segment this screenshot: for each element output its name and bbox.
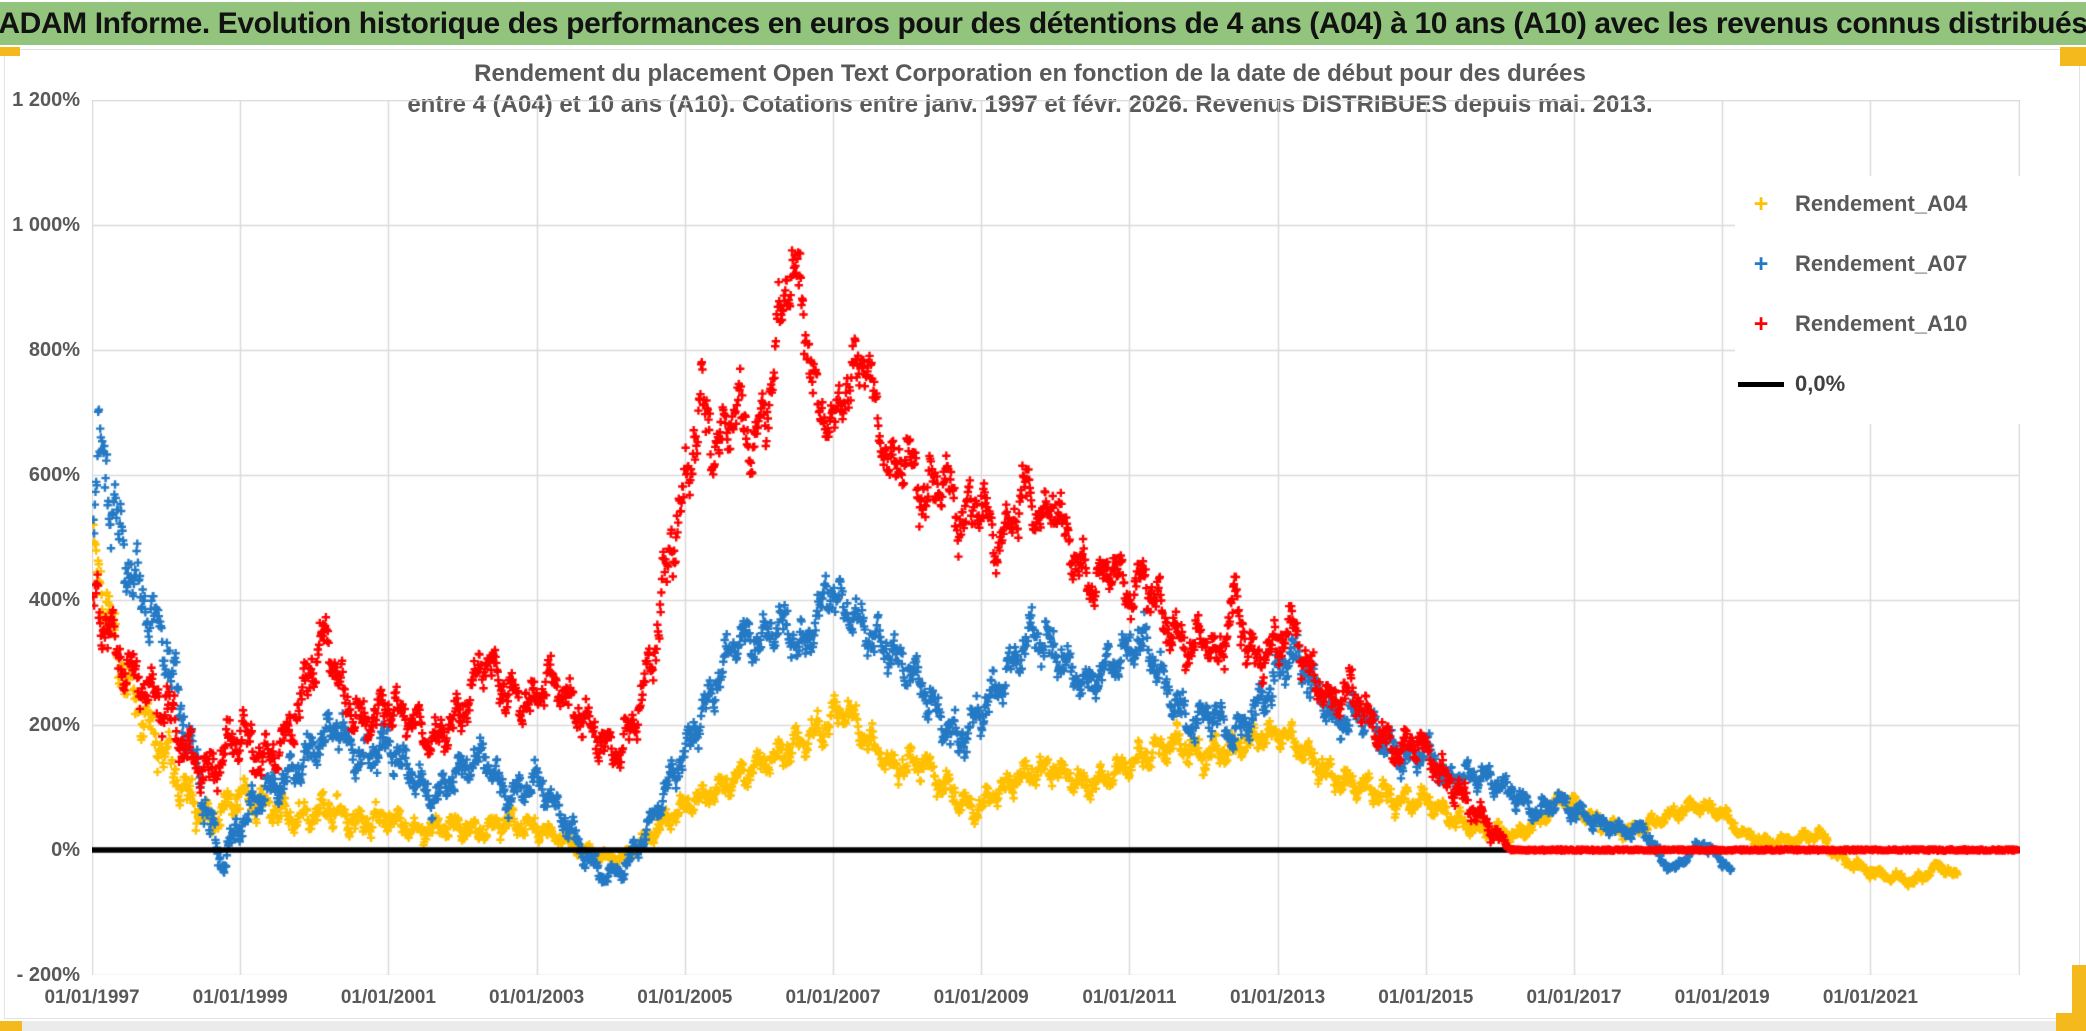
y-axis-tick-label: 1 200% xyxy=(12,89,80,111)
y-axis-tick-label: 0% xyxy=(51,839,80,861)
legend-item-label: Rendement_A10 xyxy=(1795,311,1968,336)
sheet-accent-left-tab xyxy=(0,47,20,56)
scatter-plot-canvas xyxy=(92,100,2020,975)
x-axis-tick-label: 01/01/2005 xyxy=(637,987,733,1008)
x-axis-tick-label: 01/01/1999 xyxy=(192,987,288,1008)
plus-marker-icon: + xyxy=(1753,189,1769,218)
legend-item-0-0-[interactable]: 0,0% xyxy=(1735,362,2025,406)
x-axis-tick-label: 01/01/2007 xyxy=(785,987,881,1008)
y-axis-tick-label: 800% xyxy=(28,339,80,361)
x-axis-tick-label: 01/01/2009 xyxy=(933,987,1029,1008)
chart-title-line-1: Rendement du placement Open Text Corpora… xyxy=(474,60,1586,87)
sheet-accent-bottom-right xyxy=(2056,1013,2086,1031)
y-axis-tick-label: - 200% xyxy=(16,964,80,986)
sheet-accent-bottom-left xyxy=(0,1021,22,1031)
legend-item-label: 0,0% xyxy=(1795,371,1846,396)
legend-item-rendement-a10[interactable]: + Rendement_A10 xyxy=(1735,302,2025,346)
y-axis-tick-label: 600% xyxy=(28,464,80,486)
x-axis-tick-label: 01/01/2011 xyxy=(1082,987,1177,1008)
x-axis-tick-label: 01/01/1997 xyxy=(44,987,140,1008)
legend-item-rendement-a07[interactable]: + Rendement_A07 xyxy=(1735,242,2025,286)
legend-item-rendement-a04[interactable]: + Rendement_A04 xyxy=(1735,182,2025,226)
x-axis-tick-label: 01/01/2013 xyxy=(1230,987,1326,1008)
sheet-accent-top-right xyxy=(2060,47,2086,66)
y-axis-tick-label: 1 000% xyxy=(12,214,80,236)
y-axis-tick-label: 200% xyxy=(28,714,80,736)
legend: + Rendement_A04 + Rendement_A07 + Rendement_A… xyxy=(1735,176,2025,424)
sheet-bottom-strip xyxy=(0,1021,2086,1031)
x-axis-tick-label: 01/01/2001 xyxy=(340,987,436,1008)
x-axis-tick-label: 01/01/2015 xyxy=(1378,987,1474,1008)
legend-item-label: Rendement_A04 xyxy=(1795,191,1968,216)
plus-marker-icon: + xyxy=(1753,249,1769,278)
banner-title: ADAM Informe. Evolution historique des p… xyxy=(0,2,2086,45)
x-axis-tick-label: 01/01/2019 xyxy=(1674,987,1770,1008)
x-axis-tick-label: 01/01/2021 xyxy=(1822,987,1918,1008)
x-axis-tick-label: 01/01/2017 xyxy=(1526,987,1622,1008)
plus-marker-icon: + xyxy=(1753,309,1769,338)
legend-item-label: Rendement_A07 xyxy=(1795,251,1968,276)
line-swatch-icon xyxy=(1738,381,1784,387)
y-axis-tick-label: 400% xyxy=(28,589,80,611)
x-axis-tick-label: 01/01/2003 xyxy=(489,987,585,1008)
